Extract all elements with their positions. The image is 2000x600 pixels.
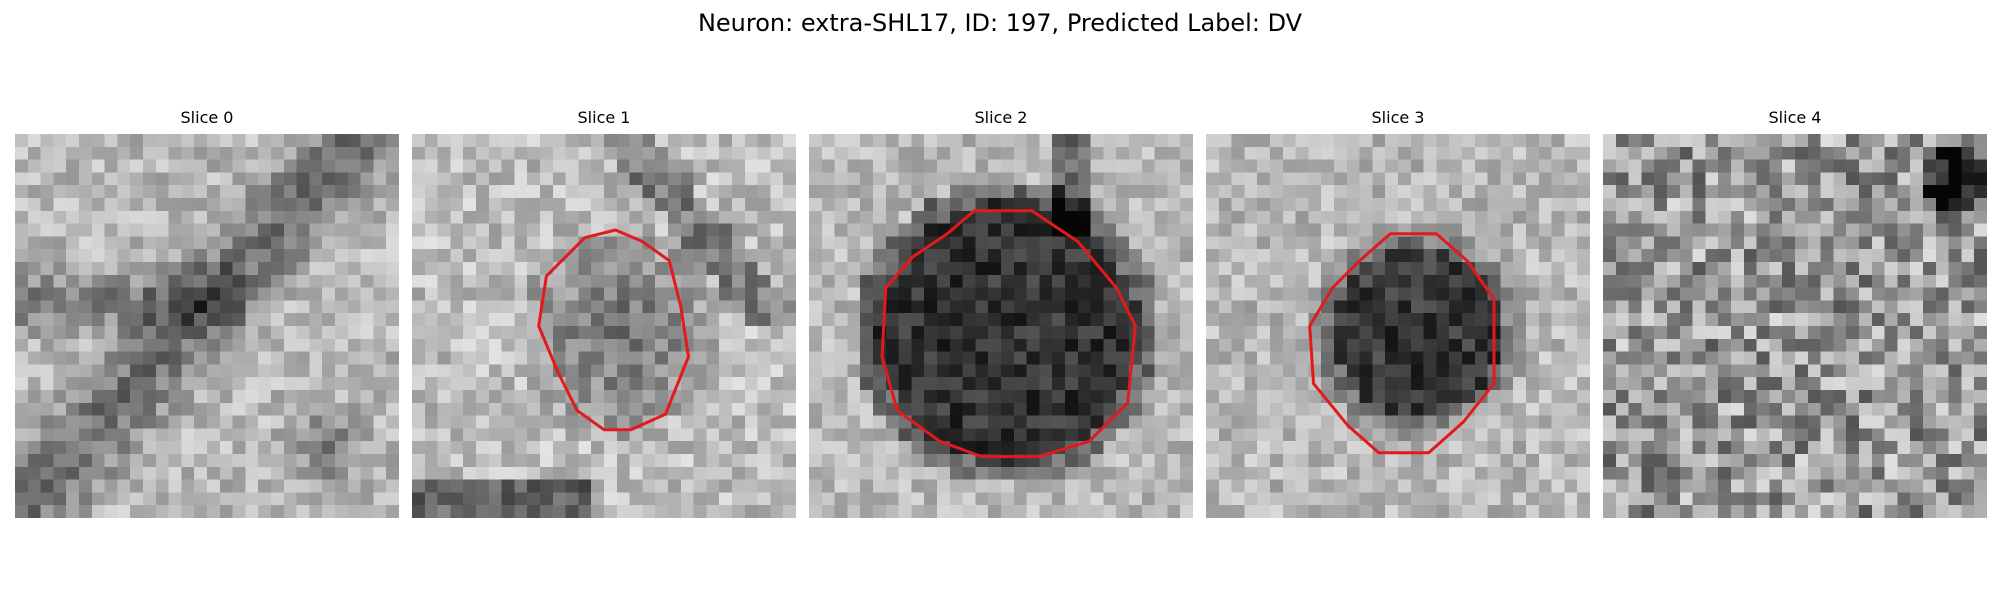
slice-panel-0: Slice 0: [15, 108, 399, 518]
slice-title: Slice 1: [577, 108, 631, 127]
slice-title: Slice 4: [1768, 108, 1822, 127]
pixel-grid: [15, 134, 399, 518]
slice-image: [412, 134, 796, 518]
slice-panel-3: Slice 3: [1206, 108, 1590, 518]
slice-title: Slice 2: [974, 108, 1028, 127]
slice-image: [15, 134, 399, 518]
pixel-grid: [809, 134, 1193, 518]
neuron-contour: [880, 209, 1137, 459]
neuron-contour: [1308, 232, 1496, 455]
slice-image: [1206, 134, 1590, 518]
figure-title: Neuron: extra-SHL17, ID: 197, Predicted …: [697, 9, 1303, 37]
pixel-grid: [1206, 134, 1590, 518]
slice-image: [1603, 134, 1987, 518]
neuron-contour: [537, 228, 690, 432]
slice-panel-2: Slice 2: [809, 108, 1193, 518]
slice-title: Slice 3: [1371, 108, 1425, 127]
slice-panel-4: Slice 4: [1603, 108, 1987, 518]
slice-panel-1: Slice 1: [412, 108, 796, 518]
pixel-grid: [1603, 134, 1987, 518]
pixel-grid: [412, 134, 796, 518]
slice-title: Slice 0: [180, 108, 234, 127]
slice-image: [809, 134, 1193, 518]
